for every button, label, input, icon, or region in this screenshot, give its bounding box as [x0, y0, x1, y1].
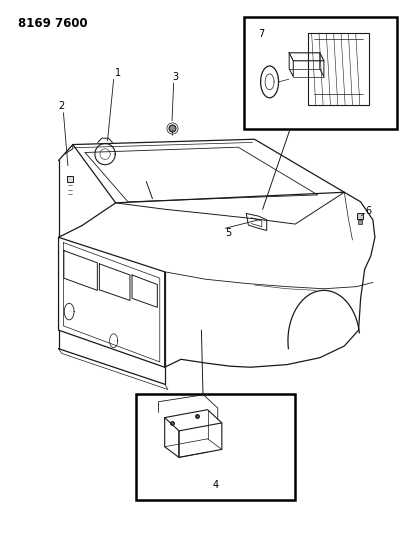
Bar — [244, 17, 397, 128]
Text: 4: 4 — [212, 480, 219, 490]
Text: 8169 7600: 8169 7600 — [18, 17, 88, 30]
Text: 2: 2 — [59, 101, 65, 111]
Text: 6: 6 — [365, 206, 371, 216]
Text: 5: 5 — [225, 228, 231, 238]
Text: 7: 7 — [258, 29, 265, 39]
Text: 3: 3 — [172, 72, 178, 82]
Text: 1: 1 — [115, 68, 121, 78]
Bar — [136, 394, 296, 500]
